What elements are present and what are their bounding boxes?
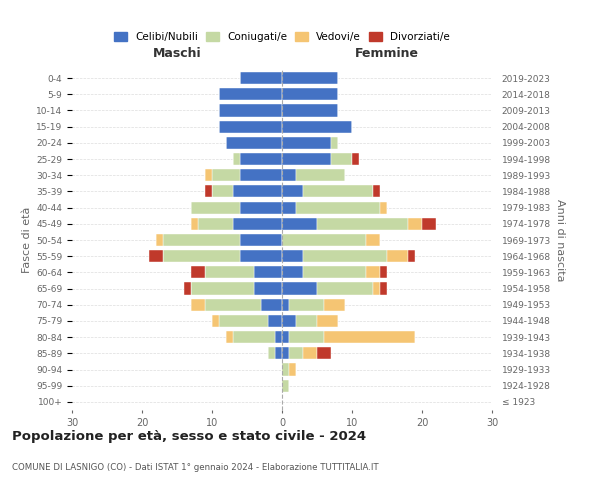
Bar	[275, 331, 282, 343]
Bar	[303, 348, 317, 360]
Bar	[282, 348, 289, 360]
Bar	[149, 250, 163, 262]
Bar	[240, 153, 282, 165]
Bar	[380, 282, 387, 294]
Text: COMUNE DI LASNIGO (CO) - Dati ISTAT 1° gennaio 2024 - Elaborazione TUTTITALIA.IT: COMUNE DI LASNIGO (CO) - Dati ISTAT 1° g…	[12, 463, 379, 472]
Bar	[282, 282, 317, 294]
Bar	[373, 282, 380, 294]
Bar	[303, 250, 387, 262]
Bar	[240, 250, 282, 262]
Bar	[233, 153, 240, 165]
Bar	[163, 250, 240, 262]
Bar	[282, 315, 296, 327]
Bar	[240, 234, 282, 246]
Bar	[282, 250, 303, 262]
Bar	[296, 315, 317, 327]
Bar	[219, 315, 268, 327]
Bar	[254, 282, 282, 294]
Bar	[289, 298, 324, 311]
Bar	[205, 186, 212, 198]
Bar	[212, 315, 219, 327]
Bar	[191, 218, 198, 230]
Bar	[219, 104, 282, 117]
Bar	[240, 202, 282, 213]
Bar	[373, 186, 380, 198]
Bar	[254, 266, 282, 278]
Bar	[387, 250, 408, 262]
Bar	[289, 331, 324, 343]
Bar	[282, 104, 338, 117]
Bar	[352, 153, 359, 165]
Bar	[233, 218, 282, 230]
Bar	[282, 186, 303, 198]
Bar	[191, 298, 205, 311]
Bar	[422, 218, 436, 230]
Bar	[317, 348, 331, 360]
Bar	[240, 72, 282, 84]
Bar	[380, 202, 387, 213]
Bar	[282, 169, 296, 181]
Bar	[303, 266, 366, 278]
Bar	[212, 186, 233, 198]
Bar	[380, 266, 387, 278]
Bar	[366, 266, 380, 278]
Bar	[233, 186, 282, 198]
Y-axis label: Anni di nascita: Anni di nascita	[555, 198, 565, 281]
Bar	[282, 331, 289, 343]
Bar	[156, 234, 163, 246]
Bar	[282, 137, 331, 149]
Bar	[282, 88, 338, 101]
Y-axis label: Fasce di età: Fasce di età	[22, 207, 32, 273]
Bar	[226, 331, 233, 343]
Bar	[240, 169, 282, 181]
Bar	[282, 234, 366, 246]
Bar	[205, 298, 261, 311]
Bar	[331, 153, 352, 165]
Bar	[219, 120, 282, 132]
Bar	[191, 266, 205, 278]
Bar	[261, 298, 282, 311]
Bar	[331, 137, 338, 149]
Bar	[317, 218, 408, 230]
Bar	[408, 218, 422, 230]
Bar	[282, 218, 317, 230]
Bar	[317, 282, 373, 294]
Bar	[296, 202, 380, 213]
Bar	[233, 331, 275, 343]
Bar	[289, 364, 296, 376]
Bar	[163, 234, 240, 246]
Bar	[198, 218, 233, 230]
Bar	[282, 153, 331, 165]
Bar	[282, 72, 338, 84]
Bar	[191, 202, 240, 213]
Bar	[205, 169, 212, 181]
Bar	[408, 250, 415, 262]
Legend: Celibi/Nubili, Coniugati/e, Vedovi/e, Divorziati/e: Celibi/Nubili, Coniugati/e, Vedovi/e, Di…	[110, 28, 454, 46]
Bar	[212, 169, 240, 181]
Bar	[282, 380, 289, 392]
Bar	[282, 298, 289, 311]
Bar	[268, 348, 275, 360]
Bar	[282, 120, 352, 132]
Bar	[268, 315, 282, 327]
Bar	[324, 331, 415, 343]
Bar	[303, 186, 373, 198]
Bar	[275, 348, 282, 360]
Bar	[205, 266, 254, 278]
Bar	[324, 298, 345, 311]
Bar	[219, 88, 282, 101]
Bar	[366, 234, 380, 246]
Bar	[191, 282, 254, 294]
Bar	[282, 266, 303, 278]
Bar	[296, 169, 345, 181]
Text: Maschi: Maschi	[152, 47, 202, 60]
Bar	[282, 202, 296, 213]
Bar	[289, 348, 303, 360]
Text: Popolazione per età, sesso e stato civile - 2024: Popolazione per età, sesso e stato civil…	[12, 430, 366, 443]
Bar	[184, 282, 191, 294]
Bar	[282, 364, 289, 376]
Bar	[226, 137, 282, 149]
Text: Femmine: Femmine	[355, 47, 419, 60]
Bar	[317, 315, 338, 327]
